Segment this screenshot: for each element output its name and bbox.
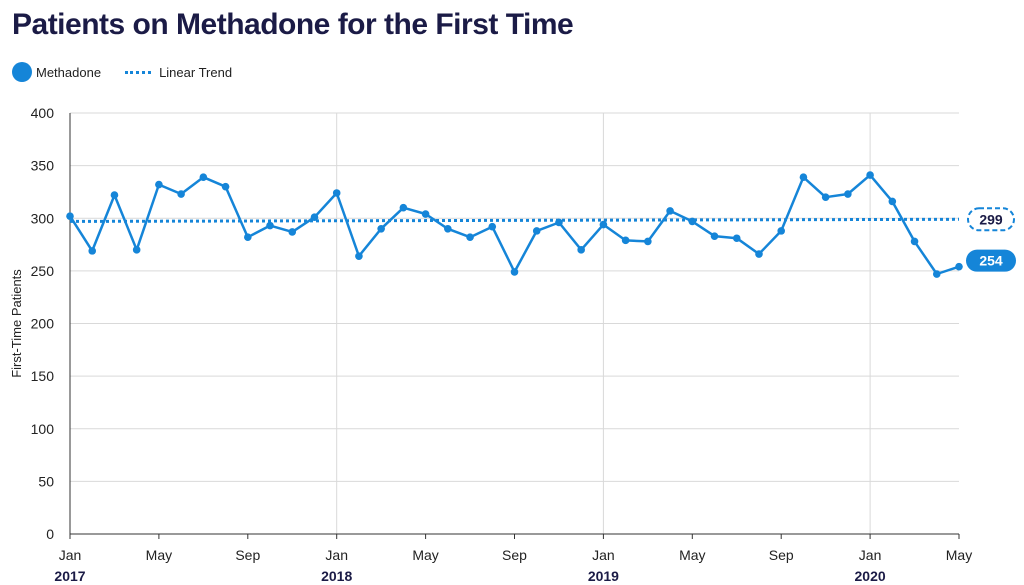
- x-tick-label-month: Jan: [59, 547, 82, 563]
- y-tick-label: 0: [46, 526, 54, 542]
- x-tick-label-month: May: [412, 547, 438, 563]
- data-point: [110, 191, 119, 199]
- data-point: [355, 252, 363, 260]
- data-point: [310, 213, 319, 221]
- data-point: [955, 262, 963, 271]
- data-point: [332, 189, 341, 197]
- x-tick-label-month: Sep: [235, 547, 260, 563]
- y-tick-label: 400: [31, 105, 55, 121]
- data-point: [155, 180, 163, 189]
- data-point: [688, 217, 697, 226]
- data-point: [866, 171, 874, 179]
- data-point: [199, 173, 208, 182]
- y-tick-label: 250: [31, 263, 55, 279]
- data-point: [755, 250, 763, 258]
- data-point: [621, 236, 630, 245]
- x-tick-label-month: Jan: [325, 547, 348, 563]
- y-tick-label: 150: [31, 368, 55, 384]
- data-point: [132, 246, 141, 254]
- x-tick-label-month: May: [146, 547, 172, 563]
- series-end-label: 254: [979, 253, 1003, 269]
- data-point: [577, 246, 585, 254]
- data-point: [88, 247, 97, 255]
- x-tick-label-year: 2017: [54, 568, 85, 584]
- data-point: [421, 210, 430, 218]
- x-tick-label-month: May: [946, 547, 972, 563]
- data-point: [644, 237, 652, 246]
- trend-line: [69, 217, 960, 223]
- y-tick-label: 300: [31, 210, 55, 226]
- x-tick-label-year: 2020: [855, 568, 886, 584]
- y-tick-label: 100: [31, 421, 55, 437]
- legend-trend-marker: [125, 70, 152, 74]
- data-point: [377, 224, 385, 233]
- data-point: [910, 237, 919, 246]
- data-point: [555, 218, 563, 227]
- data-point: [777, 227, 785, 235]
- x-tick-label-month: Jan: [859, 547, 882, 563]
- data-point: [844, 190, 852, 198]
- x-tick-label-month: Sep: [769, 547, 794, 563]
- data-point: [732, 234, 741, 243]
- chart-title: Patients on Methadone for the First Time: [12, 8, 574, 41]
- data-point: [821, 193, 830, 201]
- y-tick-label: 350: [31, 158, 55, 174]
- data-point: [488, 222, 497, 231]
- legend-trend-label: Linear Trend: [159, 64, 233, 80]
- data-point: [288, 228, 297, 236]
- data-point: [532, 227, 541, 235]
- data-point: [177, 190, 185, 198]
- x-tick-label-year: 2018: [321, 568, 352, 584]
- data-point: [799, 173, 808, 182]
- legend: Methadone Linear Trend: [12, 62, 232, 82]
- y-tick-label: 200: [31, 316, 55, 332]
- data-point: [466, 233, 474, 241]
- series-end-badge: [966, 249, 1016, 272]
- data-point: [510, 268, 519, 276]
- x-tick-label-year: 2019: [588, 568, 619, 584]
- data-point: [244, 233, 252, 241]
- trend-end-label: 299: [979, 211, 1003, 227]
- y-axis-title: First-Time Patients: [9, 269, 24, 378]
- y-tick-label: 50: [38, 473, 54, 489]
- x-tick-label-month: Jan: [592, 547, 615, 563]
- x-tick-label-month: May: [679, 547, 705, 563]
- data-point: [66, 212, 74, 220]
- data-point: [599, 220, 608, 229]
- data-point: [710, 232, 719, 240]
- legend-series-label: Methadone: [36, 64, 102, 80]
- data-point: [266, 221, 274, 230]
- data-point: [444, 224, 452, 233]
- data-point: [221, 182, 230, 191]
- data-point: [666, 207, 674, 215]
- trend-end-badge: [967, 207, 1015, 232]
- x-tick-label-month: Sep: [502, 547, 527, 563]
- series-line-methadone: [68, 173, 960, 276]
- legend-series-marker: [12, 62, 32, 82]
- data-point: [888, 197, 897, 206]
- data-point: [399, 203, 408, 212]
- data-point: [932, 270, 941, 278]
